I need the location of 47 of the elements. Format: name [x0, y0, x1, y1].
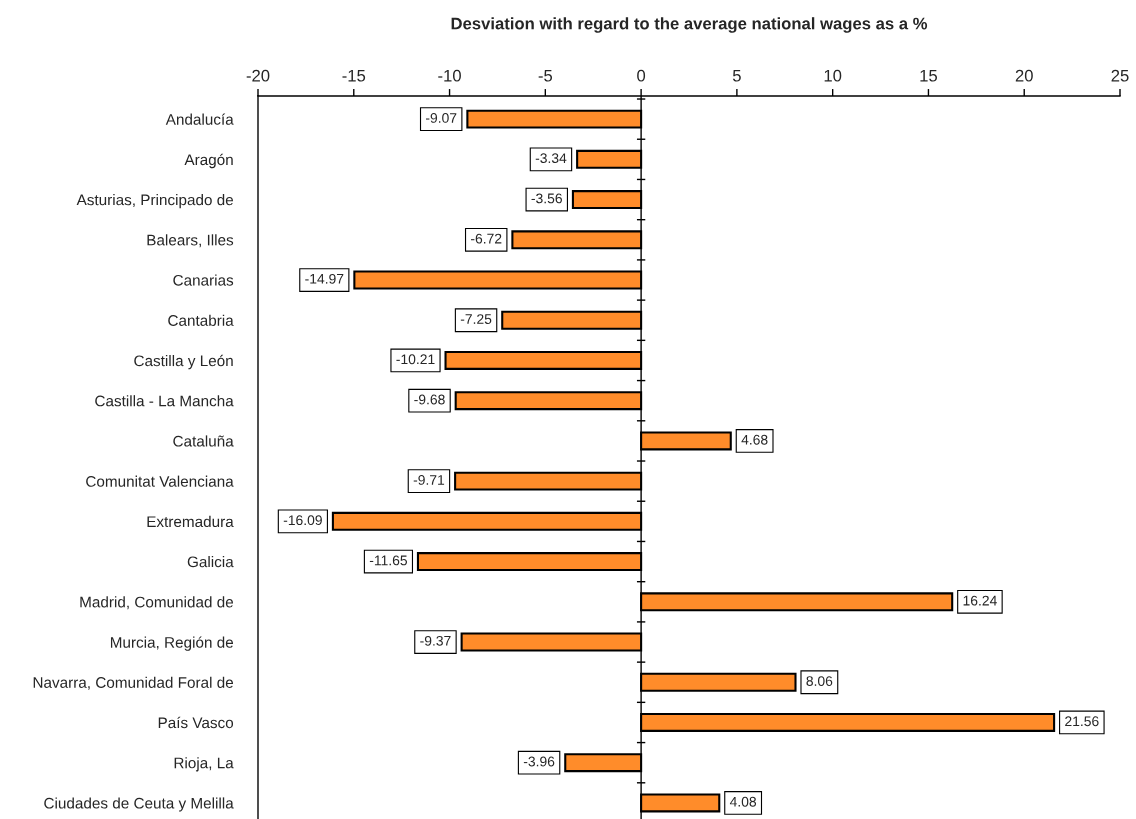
data-label: -3.56	[531, 193, 562, 204]
y-tick-label: Aragón	[184, 153, 233, 169]
y-tick-label: Castilla - La Mancha	[95, 395, 234, 407]
data-label: 4.08	[729, 796, 757, 807]
data-label: -7.25	[460, 314, 492, 324]
x-tick-label: 10	[824, 69, 842, 82]
x-tick-label: 20	[1015, 69, 1033, 82]
y-tick-label: Andalucía	[165, 113, 234, 125]
y-tick-label: Murcia, Región de	[110, 636, 234, 651]
y-tick-label: Asturias, Principado de	[76, 194, 234, 209]
data-label: 8.06	[806, 676, 833, 686]
data-label: -3.34	[535, 153, 567, 164]
x-tick-label: -15	[342, 69, 366, 82]
data-label: -11.65	[369, 555, 408, 566]
y-tick-label: Ciudades de Ceuta y Melilla	[44, 797, 234, 812]
data-label: -16.09	[283, 515, 322, 526]
data-label: -9.68	[414, 394, 445, 405]
data-label: 21.56	[1065, 716, 1099, 727]
x-tick-label: 5	[732, 69, 741, 82]
y-tick-label: Canarias	[173, 274, 234, 286]
data-label: 16.24	[963, 595, 997, 606]
y-tick-label: Cantabria	[168, 314, 234, 326]
x-tick-label: -5	[538, 69, 553, 82]
chart-title: Desviation with regard to the average national wages as a %	[451, 17, 928, 33]
y-tick-label: Navarra, Comunidad Foral de	[33, 676, 234, 690]
data-label: -14.97	[305, 273, 344, 284]
x-tick-label: 0	[637, 69, 646, 82]
x-tick-label: -10	[438, 69, 461, 82]
data-label: -9.37	[420, 635, 451, 646]
data-label: -9.07	[425, 113, 457, 123]
data-label: -10.21	[396, 354, 435, 365]
x-tick-label: -20	[246, 69, 270, 82]
y-tick-label: Rioja, La	[174, 757, 234, 772]
y-tick-label: Cataluña	[173, 435, 234, 447]
y-tick-label: País Vasco	[158, 716, 234, 729]
data-label: -3.96	[523, 756, 555, 767]
y-tick-label: Madrid, Comunidad de	[80, 596, 234, 610]
data-label: 4.68	[741, 434, 768, 445]
x-tick-label: 25	[1111, 69, 1129, 82]
y-tick-label: Balears, Illes	[147, 234, 234, 248]
data-label: -9.71	[413, 475, 445, 485]
y-tick-label: Comunitat Valenciana	[86, 475, 234, 487]
x-tick-label: 15	[920, 69, 938, 82]
data-label: -6.72	[471, 233, 502, 244]
y-tick-label: Castilla y León	[134, 354, 233, 370]
y-tick-label: Extremadura	[147, 515, 234, 528]
y-tick-label: Galicia	[187, 556, 234, 568]
